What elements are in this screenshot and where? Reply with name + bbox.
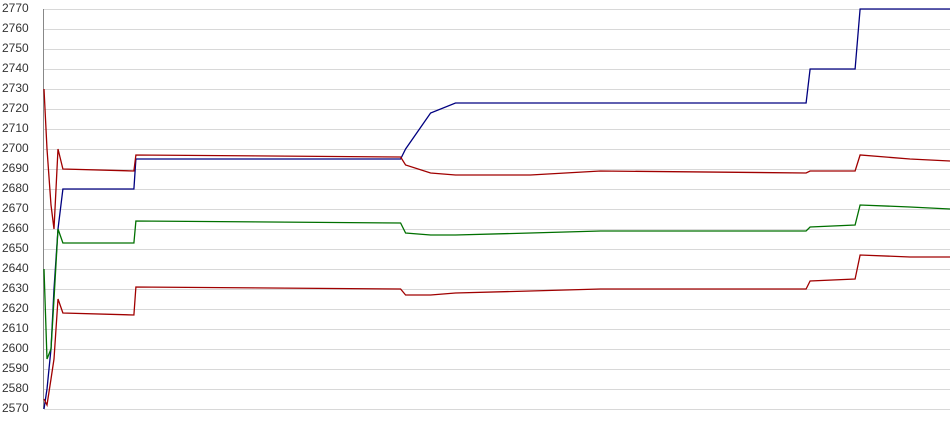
y-tick-label: 2750	[2, 41, 29, 55]
y-tick-label: 2600	[2, 341, 29, 355]
series-line	[43, 204, 950, 360]
y-tick-label: 2740	[2, 61, 29, 75]
y-tick-label: 2640	[2, 261, 29, 275]
y-tick-label: 2690	[2, 161, 29, 175]
y-tick-label: 2680	[2, 181, 29, 195]
y-tick-label: 2760	[2, 21, 29, 35]
y-tick-label: 2670	[2, 201, 29, 215]
y-tick-label: 2730	[2, 81, 29, 95]
y-tick-label: 2570	[2, 401, 29, 415]
y-tick-label: 2660	[2, 221, 29, 235]
y-tick-label: 2610	[2, 321, 29, 335]
y-tick-label: 2770	[2, 1, 29, 15]
y-tick-label: 2710	[2, 121, 29, 135]
y-tick-label: 2630	[2, 281, 29, 295]
y-tick-label: 2580	[2, 381, 29, 395]
series-line	[43, 88, 950, 230]
y-tick-label: 2700	[2, 141, 29, 155]
y-tick-label: 2590	[2, 361, 29, 375]
series-line	[43, 254, 950, 408]
y-tick-label: 2620	[2, 301, 29, 315]
y-tick-label: 2720	[2, 101, 29, 115]
y-tick-label: 2650	[2, 241, 29, 255]
